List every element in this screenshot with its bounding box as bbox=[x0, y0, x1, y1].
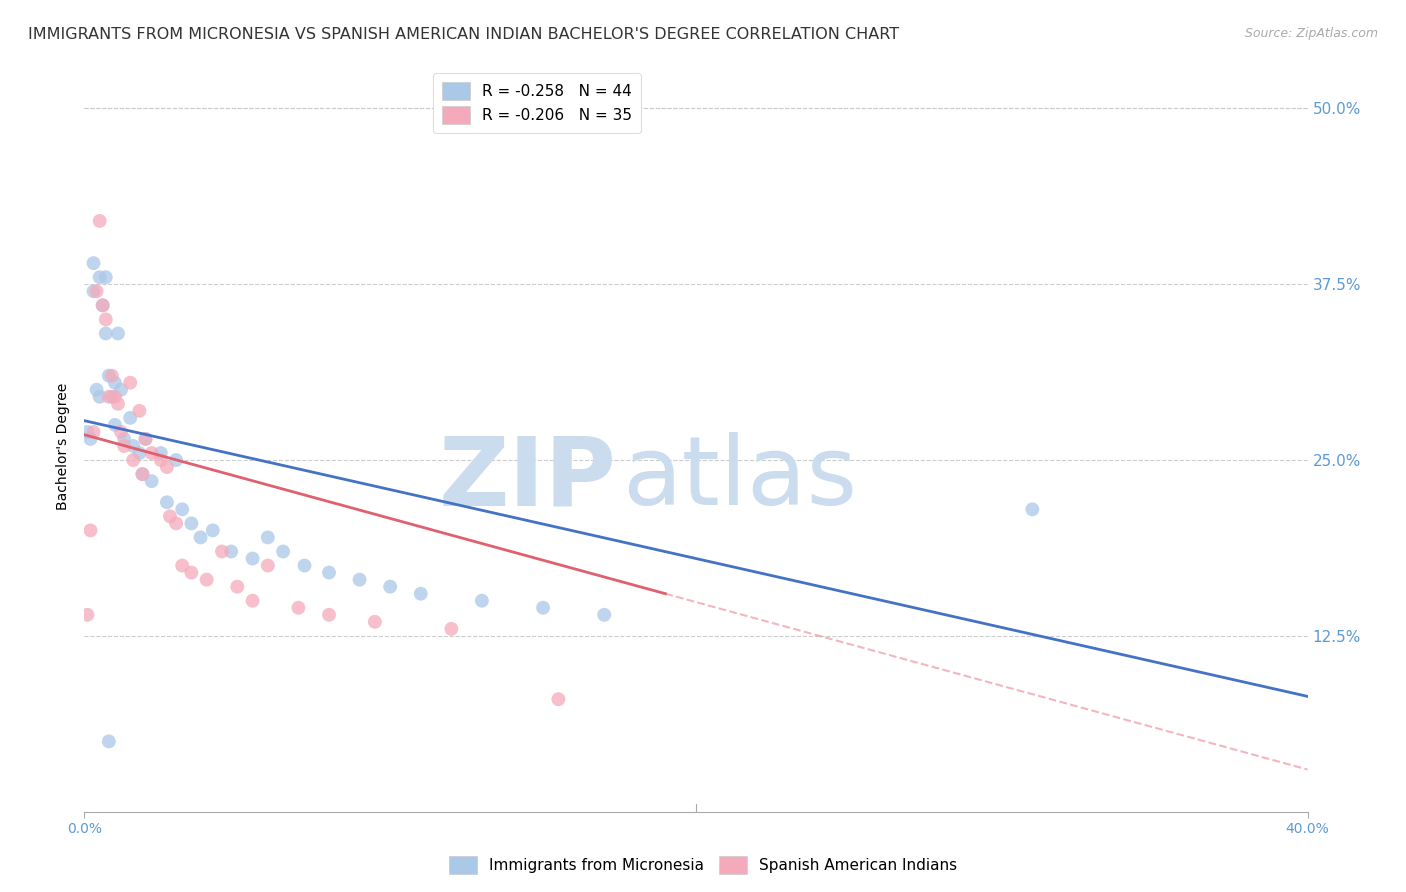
Point bbox=[94, 270, 117, 285]
Point bbox=[380, 580, 402, 594]
Point bbox=[190, 530, 212, 544]
Point bbox=[318, 566, 340, 580]
Point bbox=[94, 312, 117, 326]
Point bbox=[172, 502, 194, 516]
Point bbox=[349, 573, 371, 587]
Point bbox=[201, 524, 224, 538]
Point bbox=[104, 390, 127, 404]
Point bbox=[120, 376, 142, 390]
Point bbox=[131, 467, 153, 482]
Point bbox=[149, 453, 172, 467]
Point bbox=[112, 439, 135, 453]
Point bbox=[156, 460, 179, 475]
Point bbox=[547, 692, 569, 706]
Point bbox=[135, 432, 157, 446]
Point bbox=[242, 593, 264, 607]
Legend: Immigrants from Micronesia, Spanish American Indians: Immigrants from Micronesia, Spanish Amer… bbox=[443, 850, 963, 880]
Point bbox=[86, 383, 108, 397]
Point bbox=[172, 558, 194, 573]
Point bbox=[141, 446, 163, 460]
Point bbox=[76, 607, 98, 622]
Point bbox=[76, 425, 98, 439]
Point bbox=[271, 544, 294, 558]
Point bbox=[257, 558, 280, 573]
Point bbox=[89, 214, 111, 228]
Point bbox=[211, 544, 233, 558]
Point bbox=[110, 383, 132, 397]
Point bbox=[110, 425, 132, 439]
Point bbox=[226, 580, 249, 594]
Point bbox=[131, 467, 153, 482]
Point bbox=[83, 425, 105, 439]
Point bbox=[165, 516, 187, 531]
Point bbox=[165, 453, 187, 467]
Legend: R = -0.258   N = 44, R = -0.206   N = 35: R = -0.258 N = 44, R = -0.206 N = 35 bbox=[433, 73, 641, 133]
Point bbox=[364, 615, 387, 629]
Point bbox=[409, 587, 432, 601]
Point bbox=[440, 622, 463, 636]
Point bbox=[79, 524, 101, 538]
Point bbox=[101, 390, 124, 404]
Point bbox=[195, 573, 218, 587]
Point bbox=[104, 376, 127, 390]
Point bbox=[128, 404, 150, 418]
Point bbox=[112, 432, 135, 446]
Point bbox=[318, 607, 340, 622]
Point bbox=[89, 270, 111, 285]
Text: Source: ZipAtlas.com: Source: ZipAtlas.com bbox=[1244, 27, 1378, 40]
Point bbox=[593, 607, 616, 622]
Point bbox=[531, 600, 554, 615]
Point bbox=[1021, 502, 1043, 516]
Point bbox=[159, 509, 181, 524]
Text: IMMIGRANTS FROM MICRONESIA VS SPANISH AMERICAN INDIAN BACHELOR'S DEGREE CORRELAT: IMMIGRANTS FROM MICRONESIA VS SPANISH AM… bbox=[28, 27, 900, 42]
Point bbox=[107, 326, 129, 341]
Point bbox=[91, 298, 114, 312]
Point bbox=[107, 397, 129, 411]
Point bbox=[135, 432, 157, 446]
Text: ZIP: ZIP bbox=[439, 433, 616, 525]
Point bbox=[101, 368, 124, 383]
Point bbox=[97, 368, 120, 383]
Point bbox=[128, 446, 150, 460]
Point bbox=[257, 530, 280, 544]
Point bbox=[83, 256, 105, 270]
Point bbox=[471, 593, 494, 607]
Point bbox=[242, 551, 264, 566]
Point bbox=[86, 285, 108, 299]
Point bbox=[79, 432, 101, 446]
Point bbox=[149, 446, 172, 460]
Y-axis label: Bachelor's Degree: Bachelor's Degree bbox=[56, 383, 70, 509]
Point bbox=[83, 285, 105, 299]
Point bbox=[122, 453, 145, 467]
Point bbox=[89, 390, 111, 404]
Point bbox=[287, 600, 309, 615]
Point bbox=[104, 417, 127, 432]
Point bbox=[122, 439, 145, 453]
Point bbox=[91, 298, 114, 312]
Point bbox=[180, 516, 202, 531]
Point bbox=[141, 474, 163, 488]
Point bbox=[120, 410, 142, 425]
Point bbox=[294, 558, 316, 573]
Point bbox=[156, 495, 179, 509]
Point bbox=[219, 544, 242, 558]
Point bbox=[180, 566, 202, 580]
Point bbox=[97, 390, 120, 404]
Point bbox=[97, 734, 120, 748]
Point bbox=[94, 326, 117, 341]
Text: atlas: atlas bbox=[623, 433, 858, 525]
